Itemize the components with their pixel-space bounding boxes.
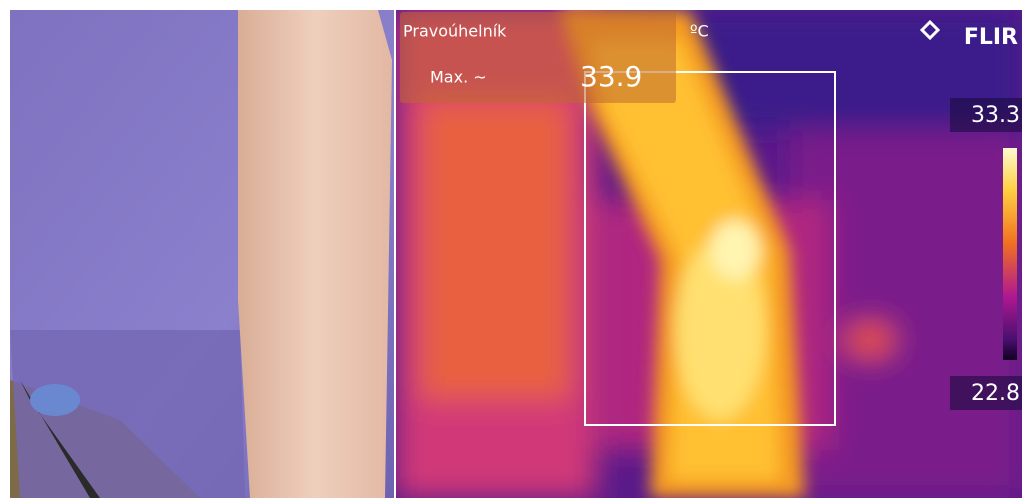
scale-min-box [950, 376, 1022, 410]
measurement-panel [400, 12, 676, 103]
scale-max: 33.3 [971, 103, 1020, 128]
measurement-stat: Max. ~ [430, 68, 487, 87]
measurement-label: Pravoúhelník [403, 22, 507, 41]
color-scale-bar [1003, 148, 1017, 360]
thermal-image [396, 10, 1022, 498]
measurement-box [584, 71, 836, 426]
unit: ºC [690, 22, 709, 41]
measurement-value: 33.9 [580, 60, 642, 93]
brand-logo: FLIR [964, 25, 1018, 50]
scale-max-box [950, 98, 1022, 132]
scale-min: 22.8 [971, 381, 1020, 406]
visible-photo [10, 10, 394, 498]
brand-icon [919, 19, 941, 41]
